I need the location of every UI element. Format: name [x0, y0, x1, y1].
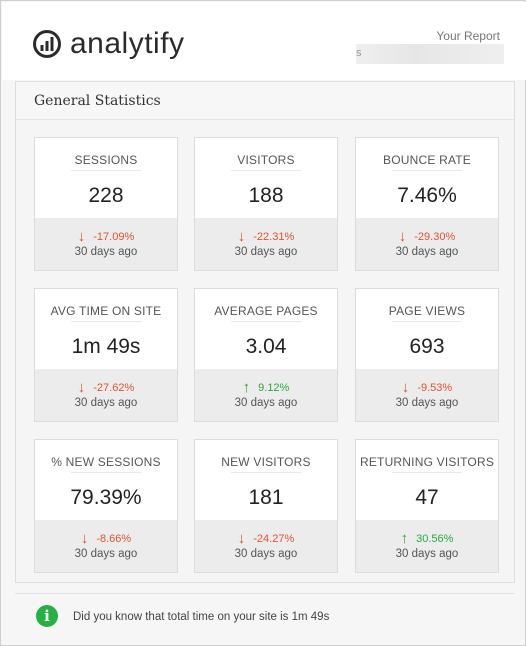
stat-value: 1m 49s	[71, 335, 141, 358]
stat-period: 30 days ago	[234, 246, 298, 258]
stat-value: 228	[88, 184, 124, 207]
general-statistics-panel: General Statistics SESSIONS 228 ↓ -17.09%…	[15, 81, 515, 583]
stat-change-value: 30.56%	[416, 533, 454, 545]
stat-footer: ↓ -8.66% 30 days ago	[35, 520, 177, 572]
stat-change-value: -27.62%	[93, 382, 135, 394]
stat-change: ↑ 30.56%	[356, 529, 498, 547]
stat-footer: ↑ 9.12% 30 days ago	[195, 369, 337, 421]
stat-card-sessions: SESSIONS 228 ↓ -17.09% 30 days ago	[34, 137, 178, 271]
stat-period: 30 days ago	[395, 548, 459, 560]
stat-change: ↑ 9.12%	[195, 378, 337, 396]
stat-change: ↓ -8.66%	[35, 529, 177, 547]
stat-value: 181	[248, 486, 284, 509]
stat-period: 30 days ago	[395, 397, 459, 409]
stat-label: PAGE VIEWS	[388, 304, 466, 318]
stat-change-value: -24.27%	[253, 533, 295, 545]
stat-footer: ↓ -22.31% 30 days ago	[195, 218, 337, 270]
arrow-down-icon: ↓	[80, 530, 89, 547]
stat-period: 30 days ago	[234, 397, 298, 409]
stat-divider	[231, 170, 301, 171]
stat-card-returning-visitors: RETURNING VISITORS 47 ↑ 30.56% 30 days ag…	[355, 439, 499, 573]
stat-card-average-pages: AVERAGE PAGES 3.04 ↑ 9.12% 30 days ago	[194, 288, 338, 422]
stat-label: RETURNING VISITORS	[359, 455, 495, 469]
stat-value: 79.39%	[70, 486, 142, 509]
stat-footer: ↓ -27.62% 30 days ago	[35, 369, 177, 421]
stat-label: SESSIONS	[74, 153, 138, 167]
stat-label: % NEW SESSIONS	[51, 455, 161, 469]
stat-change: ↓ -17.09%	[35, 227, 177, 245]
arrow-down-icon: ↓	[237, 228, 246, 245]
stat-divider	[392, 472, 462, 473]
stat-divider	[71, 321, 141, 322]
stat-footer: ↓ -9.53% 30 days ago	[356, 369, 498, 421]
stat-value: 7.46%	[397, 184, 457, 207]
stat-divider	[231, 321, 301, 322]
stat-card-bounce-rate: BOUNCE RATE 7.46% ↓ -29.30% 30 days ago	[355, 137, 499, 271]
stat-change-value: -9.53%	[417, 382, 453, 394]
arrow-down-icon: ↓	[77, 228, 86, 245]
stat-divider	[231, 472, 301, 473]
report-label: Your Report	[436, 29, 500, 43]
stat-card-new-visitors: NEW VISITORS 181 ↓ -24.27% 30 days ago	[194, 439, 338, 573]
arrow-up-icon: ↑	[242, 379, 251, 396]
stat-value: 47	[415, 486, 439, 509]
stat-label: BOUNCE RATE	[383, 153, 471, 167]
info-message: Did you know that total time on your sit…	[73, 611, 330, 623]
arrow-down-icon: ↓	[237, 530, 246, 547]
stat-value: 188	[248, 184, 284, 207]
panel-title: General Statistics	[16, 82, 514, 120]
stat-card-visitors: VISITORS 188 ↓ -22.31% 30 days ago	[194, 137, 338, 271]
stat-change: ↓ -24.27%	[195, 529, 337, 547]
stat-divider	[71, 472, 141, 473]
stat-label: AVG TIME ON SITE	[50, 304, 162, 318]
analytify-logo: analytify	[32, 26, 185, 62]
stat-period: 30 days ago	[74, 548, 138, 560]
info-footer: i Did you know that total time on your s…	[15, 593, 515, 643]
stat-card-page-views: PAGE VIEWS 693 ↓ -9.53% 30 days ago	[355, 288, 499, 422]
stat-footer: ↓ -24.27% 30 days ago	[195, 520, 337, 572]
stat-divider	[71, 170, 141, 171]
stat-period: 30 days ago	[395, 246, 459, 258]
analytify-logo-icon	[33, 30, 61, 58]
stat-change: ↓ -29.30%	[356, 227, 498, 245]
arrow-up-icon: ↑	[400, 530, 409, 547]
stat-change-value: -8.66%	[96, 533, 132, 545]
stat-change: ↓ -27.62%	[35, 378, 177, 396]
stat-value: 693	[409, 335, 445, 358]
stat-divider	[392, 170, 462, 171]
stat-change: ↓ -9.53%	[356, 378, 498, 396]
report-name-obscured: s	[356, 44, 504, 64]
arrow-down-icon: ↓	[398, 228, 407, 245]
report-name-fragment: s	[356, 47, 362, 59]
report-header: analytify Your Report s	[2, 2, 526, 80]
arrow-down-icon: ↓	[77, 379, 86, 396]
stat-period: 30 days ago	[234, 548, 298, 560]
info-icon: i	[36, 605, 58, 627]
stat-period: 30 days ago	[74, 246, 138, 258]
stat-footer: ↓ -17.09% 30 days ago	[35, 218, 177, 270]
stat-period: 30 days ago	[74, 397, 138, 409]
stat-footer: ↑ 30.56% 30 days ago	[356, 520, 498, 572]
stat-change-value: -17.09%	[93, 231, 135, 243]
stat-change-value: -29.30%	[414, 231, 456, 243]
stat-label: VISITORS	[237, 153, 295, 167]
stat-label: AVERAGE PAGES	[214, 304, 318, 318]
arrow-down-icon: ↓	[401, 379, 410, 396]
stat-footer: ↓ -29.30% 30 days ago	[356, 218, 498, 270]
stat-change-value: 9.12%	[258, 382, 290, 394]
stat-change: ↓ -22.31%	[195, 227, 337, 245]
stat-value: 3.04	[245, 335, 287, 358]
stat-card-avg-time-on-site: AVG TIME ON SITE 1m 49s ↓ -27.62% 30 days…	[34, 288, 178, 422]
stat-divider	[392, 321, 462, 322]
stat-label: NEW VISITORS	[221, 455, 311, 469]
logo-text: analytify	[70, 27, 185, 60]
stat-change-value: -22.31%	[253, 231, 295, 243]
stat-card-new-sessions: % NEW SESSIONS 79.39% ↓ -8.66% 30 days ag…	[34, 439, 178, 573]
